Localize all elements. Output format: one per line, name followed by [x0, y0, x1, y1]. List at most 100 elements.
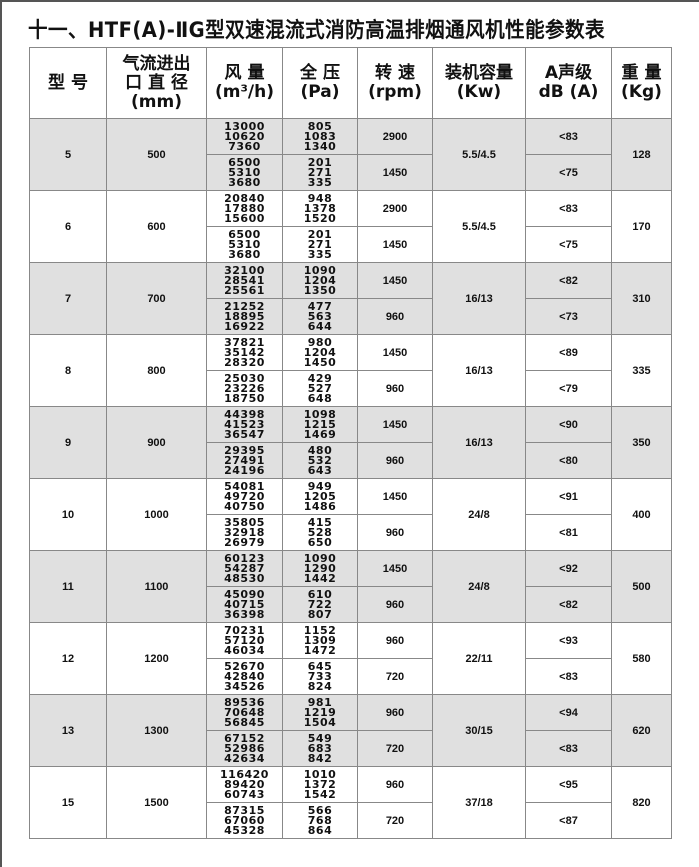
flow-cell-value: 35142 — [224, 345, 265, 359]
flow-cell: 44398 41523 36547 — [206, 406, 283, 443]
power-cell: 24/8 — [432, 550, 526, 623]
table-row: 8 800 37821 35142 28320 980 1204 1450 1450 16/13 <… — [29, 334, 672, 407]
pressure-cell-value: 1098 — [303, 407, 337, 421]
pressure-cell-value: 1350 — [303, 283, 337, 297]
pressure-cell-value: 1090 — [303, 263, 337, 277]
pressure-cell-value: 527 — [307, 381, 333, 395]
pressure-cell: 415 528 650 — [282, 514, 358, 551]
flow-cell-value: 67152 — [224, 731, 265, 745]
pressure-cell-value: 1442 — [303, 571, 337, 585]
pressure-cell-value: 1204 — [303, 273, 337, 287]
flow-cell-value: 10620 — [224, 129, 265, 143]
speed-cell: 960 — [357, 766, 433, 803]
pressure-cell-value: 864 — [307, 823, 333, 837]
noise-cell: <91 — [525, 478, 612, 515]
speed-cell: 720 — [357, 658, 433, 695]
table-row: 9 900 44398 41523 36547 1098 1215 1469 1450 16/13… — [29, 406, 672, 479]
diameter-cell: 600 — [106, 190, 207, 263]
header-speed: 转 速 (rpm) — [357, 47, 433, 119]
pressure-cell-value: 805 — [307, 119, 333, 133]
pressure-cell: 948 1378 1520 — [282, 190, 358, 227]
model-cell: 10 — [29, 478, 107, 551]
flow-cell: 45090 40715 36398 — [206, 586, 283, 623]
pressure-cell-value: 1205 — [303, 489, 337, 503]
speed-cell: 720 — [357, 802, 433, 839]
pressure-cell: 429 527 648 — [282, 370, 358, 407]
power-cell: 22/11 — [432, 622, 526, 695]
flow-cell-value: 7360 — [228, 139, 261, 153]
pressure-cell-value: 1469 — [303, 427, 337, 441]
pressure-cell-value: 415 — [307, 515, 333, 529]
pressure-cell-value: 1340 — [303, 139, 337, 153]
header-pressure: 全 压 (Pa) — [282, 47, 358, 119]
noise-cell: <75 — [525, 154, 612, 191]
weight-cell: 620 — [611, 694, 672, 767]
header-line: 转 速 — [375, 63, 415, 83]
flow-cell-value: 48530 — [224, 571, 265, 585]
diameter-cell: 1300 — [106, 694, 207, 767]
pressure-cell-value: 563 — [307, 309, 333, 323]
flow-cell: 6500 5310 3680 — [206, 226, 283, 263]
flow-cell-value: 32918 — [224, 525, 265, 539]
flow-cell-value: 36547 — [224, 427, 265, 441]
pressure-cell-value: 549 — [307, 731, 333, 745]
table-row: 25030 23226 18750 429 527 648 960 <79 — [30, 370, 672, 407]
flow-cell-value: 54287 — [224, 561, 265, 575]
speed-cell: 2900 — [357, 190, 433, 227]
noise-cell: <73 — [525, 298, 612, 335]
table-row: 11 1100 60123 54287 48530 1090 1290 1442 1450 24/… — [29, 550, 672, 623]
flow-cell: 67152 52986 42634 — [206, 730, 283, 767]
pressure-cell-value: 1290 — [303, 561, 337, 575]
pressure-cell-value: 1372 — [303, 777, 337, 791]
pressure-cell: 645 733 824 — [282, 658, 358, 695]
pressure-cell-value: 271 — [307, 165, 333, 179]
flow-cell-value: 25030 — [224, 371, 265, 385]
flow-cell-value: 13000 — [224, 119, 265, 133]
power-cell: 30/15 — [432, 694, 526, 767]
flow-cell-value: 89536 — [224, 695, 265, 709]
header-noise: A声级 dB (A) — [525, 47, 612, 119]
pressure-cell-value: 1504 — [303, 715, 337, 729]
power-cell: 5.5/4.5 — [432, 118, 526, 191]
speed-cell: 1450 — [357, 154, 433, 191]
noise-cell: <83 — [525, 190, 612, 227]
flow-cell-value: 5310 — [228, 165, 261, 179]
header-line: 装机容量 — [445, 63, 513, 83]
pressure-cell-value: 1204 — [303, 345, 337, 359]
model-cell: 6 — [29, 190, 107, 263]
header-line: dB (A) — [538, 82, 599, 102]
header-line: 口 直 径 — [125, 72, 188, 93]
flow-cell-value: 3680 — [228, 175, 261, 189]
flow-cell-value: 20840 — [224, 191, 265, 205]
flow-cell-value: 28320 — [224, 355, 265, 369]
diameter-cell: 1500 — [106, 766, 207, 839]
flow-cell-value: 36398 — [224, 607, 265, 621]
table-row: 29395 27491 24196 480 532 643 960 <80 — [30, 442, 672, 479]
pressure-cell-value: 271 — [307, 237, 333, 251]
flow-cell-value: 28541 — [224, 273, 265, 287]
flow-cell: 20840 17880 15600 — [206, 190, 283, 227]
model-cell: 11 — [29, 550, 107, 623]
pressure-cell-value: 980 — [307, 335, 333, 349]
speed-cell: 720 — [357, 730, 433, 767]
table-row: 10 1000 54081 49720 40750 949 1205 1486 1450 24/8… — [29, 478, 672, 551]
flow-cell: 13000 10620 7360 — [206, 118, 283, 155]
pressure-cell: 610 722 807 — [282, 586, 358, 623]
header-line: 全 压 — [300, 63, 340, 83]
pressure-cell: 1010 1372 1542 — [282, 766, 358, 803]
noise-cell: <83 — [525, 658, 612, 695]
flow-cell-value: 27491 — [224, 453, 265, 467]
diameter-cell: 1100 — [106, 550, 207, 623]
model-cell: 15 — [29, 766, 107, 839]
power-cell: 16/13 — [432, 334, 526, 407]
weight-cell: 128 — [611, 118, 672, 191]
pressure-cell-value: 1450 — [303, 355, 337, 369]
flow-cell-value: 41523 — [224, 417, 265, 431]
noise-cell: <80 — [525, 442, 612, 479]
flow-cell: 6500 5310 3680 — [206, 154, 283, 191]
flow-cell: 70231 57120 46034 — [206, 622, 283, 659]
diameter-cell: 500 — [106, 118, 207, 191]
power-cell: 16/13 — [432, 262, 526, 335]
flow-cell-value: 44398 — [224, 407, 265, 421]
